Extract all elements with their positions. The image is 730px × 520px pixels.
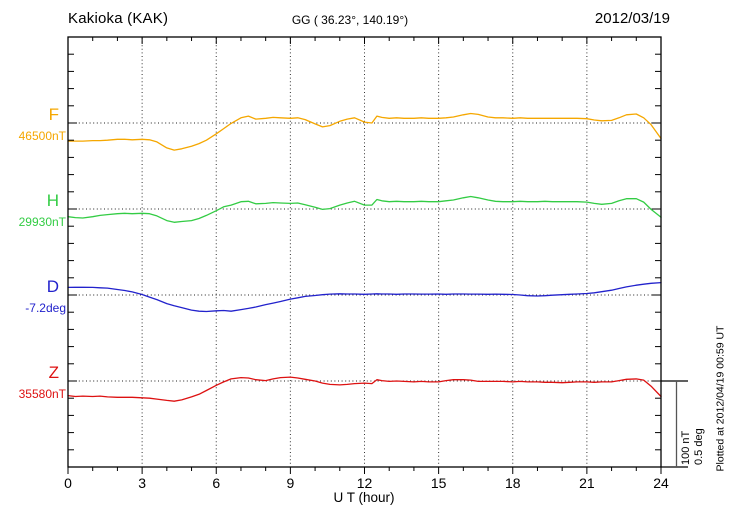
scale-bar-angle: 0.5 deg: [692, 428, 705, 465]
x-axis-title: U T (hour): [333, 490, 395, 505]
series-baseline-value-H: 29930nT: [18, 215, 66, 229]
plot-frame: [67, 36, 688, 468]
x-tick-label-15: 15: [430, 475, 447, 491]
curve-F: [67, 112, 662, 151]
date-label: 2012/03/19: [594, 10, 670, 27]
curve-Z: [67, 376, 662, 402]
series-baseline-value-F: 46500nT: [18, 129, 66, 143]
x-tick-label-24: 24: [653, 475, 669, 491]
y-ticks: [68, 53, 661, 451]
curve-D: [67, 281, 662, 313]
scale-bar-amplitude: 100 nT: [680, 430, 692, 465]
series-baseline-value-D: -7.2deg: [25, 301, 66, 315]
hour-gridlines: [141, 38, 588, 466]
plot-timestamp-note: Plotted at 2012/04/19 00:59 UT: [714, 325, 727, 472]
x-tick-label-9: 9: [286, 475, 295, 491]
station-title: Kakioka (KAK): [68, 10, 169, 27]
series-letter-H: H: [46, 191, 59, 210]
series-letter-Z: Z: [48, 363, 59, 382]
scale-bar: [661, 380, 688, 467]
series-letter-D: D: [46, 277, 59, 296]
x-tick-label-3: 3: [138, 475, 147, 491]
hour-ticks: [67, 37, 662, 474]
series-letter-F: F: [48, 105, 59, 124]
x-tick-label-12: 12: [356, 475, 373, 491]
series-baseline-value-Z: 35580nT: [18, 387, 66, 401]
x-tick-label-6: 6: [212, 475, 221, 491]
scale-bar-label: 100 nT 0.5 deg: [680, 401, 706, 465]
component-baselines: [68, 122, 661, 382]
curve-H: [67, 195, 662, 223]
x-tick-label-18: 18: [504, 475, 521, 491]
x-tick-label-0: 0: [64, 475, 72, 491]
coordinates-label: GG ( 36.23°, 140.19°): [291, 13, 409, 27]
x-tick-label-21: 21: [579, 475, 595, 491]
